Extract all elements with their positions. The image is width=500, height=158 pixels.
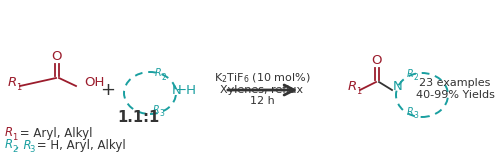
- Text: R: R: [152, 105, 160, 115]
- Text: 1.1:1: 1.1:1: [117, 110, 159, 125]
- Text: Xylenes, reflux: Xylenes, reflux: [220, 85, 304, 95]
- Text: R: R: [5, 139, 13, 152]
- Text: O: O: [372, 55, 382, 67]
- Text: 2: 2: [414, 73, 418, 82]
- Text: 12 h: 12 h: [250, 96, 274, 106]
- Text: R: R: [406, 69, 414, 79]
- Text: 2: 2: [12, 145, 17, 154]
- Text: = H, Aryl, Alkyl: = H, Aryl, Alkyl: [33, 139, 126, 152]
- Text: R: R: [5, 127, 13, 140]
- Text: K$_2$TiF$_6$ (10 mol%): K$_2$TiF$_6$ (10 mol%): [214, 71, 310, 85]
- Text: R: R: [154, 68, 162, 78]
- Text: R: R: [406, 107, 414, 117]
- Text: = Aryl, Alkyl: = Aryl, Alkyl: [16, 127, 92, 140]
- Text: 1: 1: [16, 83, 21, 92]
- Text: , R: , R: [16, 139, 32, 152]
- Text: R: R: [348, 80, 357, 94]
- Text: R: R: [8, 76, 17, 89]
- Text: 3: 3: [160, 109, 164, 118]
- Text: 1: 1: [356, 88, 361, 97]
- Text: −H: −H: [176, 85, 197, 97]
- Text: 3: 3: [29, 145, 34, 154]
- Text: OH: OH: [84, 76, 104, 89]
- Text: 23 examples: 23 examples: [420, 78, 490, 88]
- Text: 3: 3: [414, 112, 418, 121]
- Text: 40-99% Yields: 40-99% Yields: [416, 90, 494, 100]
- Text: N: N: [393, 80, 403, 94]
- Text: N: N: [172, 85, 182, 97]
- Text: 1: 1: [12, 133, 17, 142]
- Text: 2: 2: [162, 73, 166, 82]
- Text: O: O: [52, 51, 62, 64]
- Text: +: +: [100, 81, 116, 99]
